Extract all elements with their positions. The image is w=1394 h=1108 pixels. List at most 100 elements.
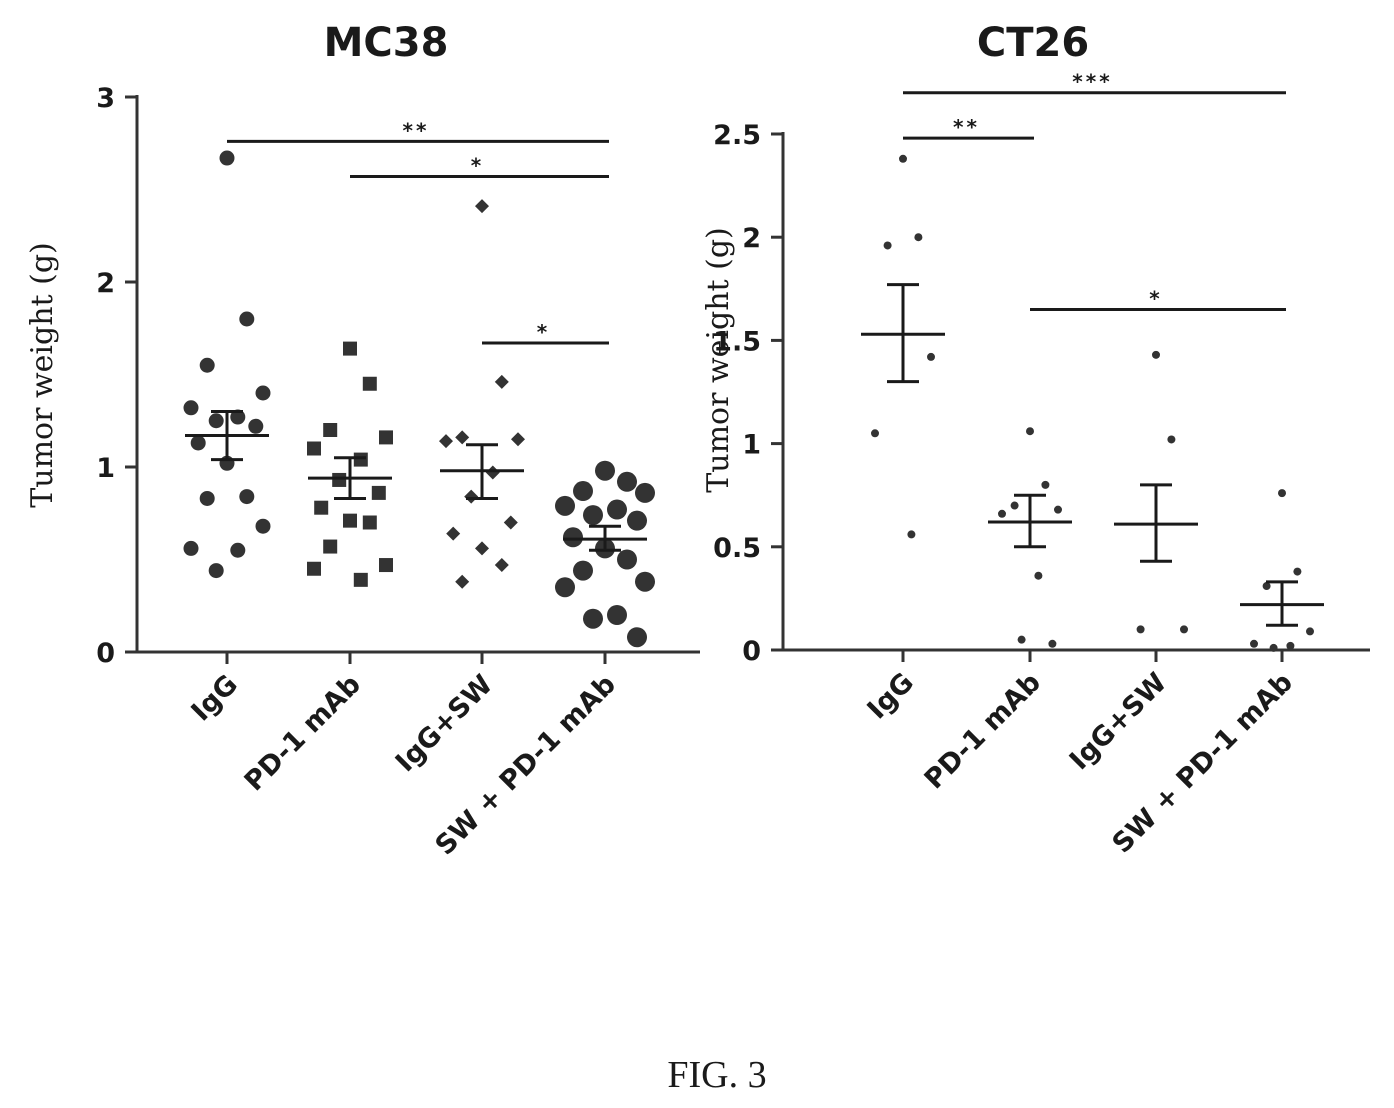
data-point	[583, 505, 603, 526]
data-point	[199, 357, 215, 373]
data-point	[563, 527, 583, 548]
data-point	[617, 471, 637, 492]
data-point	[307, 441, 321, 456]
data-point	[343, 341, 357, 356]
significance-label: **	[403, 118, 430, 142]
data-point	[1180, 625, 1188, 634]
data-point	[607, 605, 627, 625]
data-point	[899, 154, 907, 163]
data-point	[555, 495, 575, 516]
x-category-label: PD-1 mAb	[239, 669, 367, 797]
x-category-label: IgG+SW	[390, 669, 499, 778]
y-tick-label: 0.5	[713, 533, 761, 564]
data-point	[1041, 480, 1050, 489]
data-point	[1048, 639, 1057, 648]
y-tick-label: 2	[742, 223, 761, 254]
y-tick-label: 0	[742, 636, 761, 667]
data-point	[371, 485, 386, 500]
data-point	[1010, 501, 1019, 510]
data-point	[927, 352, 935, 361]
data-point	[362, 515, 377, 530]
data-point	[555, 577, 575, 598]
data-point	[627, 510, 647, 531]
data-point	[190, 435, 206, 451]
data-point	[883, 241, 892, 250]
data-point	[323, 539, 338, 554]
data-point	[1017, 635, 1026, 644]
group-1	[988, 427, 1072, 648]
data-point	[907, 530, 916, 539]
data-point	[307, 561, 321, 576]
data-point	[635, 571, 655, 592]
chart-title: CT26	[977, 20, 1089, 66]
group-1	[307, 341, 393, 587]
significance-label: *	[537, 320, 550, 344]
data-point	[455, 430, 470, 445]
data-point	[362, 376, 377, 391]
data-point	[998, 509, 1006, 518]
data-point	[255, 385, 271, 401]
data-point	[1026, 427, 1034, 436]
y-tick-label: 0	[96, 638, 115, 669]
data-point	[503, 515, 518, 530]
group-0	[183, 150, 271, 579]
group-2	[439, 199, 525, 589]
group-0	[861, 154, 945, 539]
data-point	[1286, 641, 1295, 650]
data-point	[1278, 489, 1286, 498]
y-tick-label: 1.5	[713, 326, 761, 357]
data-point	[914, 233, 923, 242]
data-point	[353, 572, 368, 587]
data-point	[607, 499, 627, 520]
data-point	[248, 418, 264, 434]
data-point	[1269, 643, 1278, 652]
data-point	[439, 434, 453, 449]
data-point	[208, 563, 224, 579]
data-point	[379, 430, 393, 445]
data-point	[494, 374, 509, 389]
data-point	[573, 560, 593, 581]
y-tick-label: 2	[96, 268, 115, 299]
significance-label: *	[1149, 286, 1162, 310]
data-point	[323, 423, 338, 437]
data-point	[314, 500, 329, 515]
data-point	[1293, 567, 1302, 576]
data-point	[230, 542, 246, 558]
data-point	[595, 460, 615, 481]
significance-label: **	[953, 115, 980, 139]
data-point	[183, 400, 199, 416]
chart-title: MC38	[324, 20, 449, 66]
x-category-label: IgG	[186, 669, 244, 727]
y-axis-label: Tumor weight (g)	[701, 227, 736, 492]
data-point	[627, 627, 647, 648]
data-point	[1306, 627, 1314, 636]
data-point	[573, 481, 593, 502]
data-point	[583, 608, 603, 629]
data-point	[475, 541, 489, 556]
data-point	[379, 558, 393, 573]
data-point	[1054, 505, 1062, 514]
data-point	[1250, 639, 1258, 648]
data-point	[871, 429, 879, 438]
data-point	[455, 574, 470, 589]
x-category-label: IgG+SW	[1064, 667, 1173, 776]
data-point	[1167, 435, 1176, 444]
group-3	[555, 460, 655, 648]
data-point	[1136, 625, 1145, 634]
y-tick-label: 1	[742, 430, 761, 461]
data-point	[446, 526, 461, 541]
data-point	[353, 452, 368, 467]
data-point	[635, 482, 655, 503]
x-category-label: IgG	[862, 667, 920, 725]
significance-label: *	[471, 154, 484, 178]
group-3	[1240, 489, 1324, 652]
data-point	[511, 432, 525, 447]
data-point	[208, 413, 224, 429]
data-point	[199, 490, 215, 506]
x-category-label: PD-1 mAb	[919, 667, 1047, 795]
y-tick-label: 2.5	[713, 120, 761, 151]
data-point	[464, 489, 479, 504]
data-point	[1152, 350, 1160, 359]
significance-label: ***	[1072, 70, 1112, 94]
